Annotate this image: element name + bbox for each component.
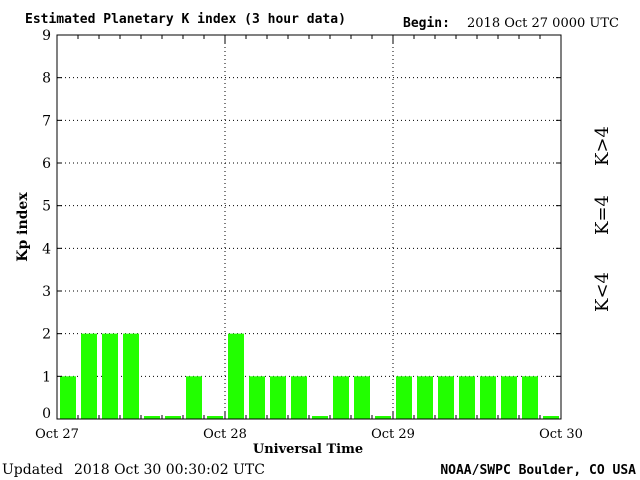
kp-bar [354, 376, 370, 419]
y-tick-label: 0 [42, 406, 51, 422]
y-tick-label: 1 [42, 369, 51, 385]
kp-bar [270, 376, 286, 419]
x-tick-label: Oct 29 [371, 427, 415, 442]
kp-bar [312, 416, 328, 419]
kp-bar [81, 333, 97, 419]
updated-value: 2018 Oct 30 00:30:02 UTC [74, 462, 265, 478]
source-credit: NOAA/SWPC Boulder, CO USA [440, 463, 636, 478]
begin-value: 2018 Oct 27 0000 UTC [467, 16, 619, 31]
kp-bar [501, 376, 517, 419]
kp-bar [375, 416, 391, 419]
y-axis-ticks: 0 1 2 3 4 5 6 7 8 9 [42, 28, 561, 422]
kp-bar [459, 376, 475, 419]
legend-k-greater-4: K>4 [592, 126, 613, 166]
y-tick-label: 3 [42, 284, 51, 300]
begin-label: Begin: [403, 16, 450, 31]
chart-title: Estimated Planetary K index (3 hour data… [25, 12, 346, 27]
kp-bar [60, 376, 76, 419]
y-tick-label: 6 [42, 156, 51, 172]
kp-bar [186, 376, 202, 419]
kp-bar [417, 376, 433, 419]
kp-bar [102, 333, 118, 419]
bar-series [60, 333, 559, 419]
x-tick-label: Oct 30 [539, 427, 583, 442]
legend-k-less-4: K<4 [592, 272, 613, 312]
kp-bar [333, 376, 349, 419]
kp-bar [228, 333, 244, 419]
x-tick-label: Oct 28 [203, 427, 247, 442]
legend-k-equal-4: K=4 [592, 195, 613, 235]
y-tick-label: 9 [42, 28, 51, 44]
y-axis-label: Kp index [15, 192, 31, 262]
kp-bar [123, 333, 139, 419]
kp-bar [522, 376, 538, 419]
x-axis-ticks: Oct 27 Oct 28 Oct 29 Oct 30 [35, 35, 583, 442]
kp-bar [291, 376, 307, 419]
y-tick-label: 4 [42, 241, 51, 257]
y-tick-label: 8 [42, 71, 51, 87]
kp-bar [438, 376, 454, 419]
kp-bar [165, 416, 181, 419]
kp-bar [396, 376, 412, 419]
kp-bar [480, 376, 496, 419]
y-tick-label: 7 [42, 113, 51, 129]
kp-bar [144, 416, 160, 419]
x-tick-label: Oct 27 [35, 427, 79, 442]
y-tick-label: 2 [42, 327, 51, 343]
updated-label: Updated [2, 462, 63, 478]
y-tick-label: 5 [42, 199, 51, 215]
grid-lines [57, 35, 561, 419]
kp-bar [543, 416, 559, 419]
kp-bar [207, 416, 223, 419]
x-axis-label: Universal Time [253, 442, 363, 457]
kp-bar [249, 376, 265, 419]
